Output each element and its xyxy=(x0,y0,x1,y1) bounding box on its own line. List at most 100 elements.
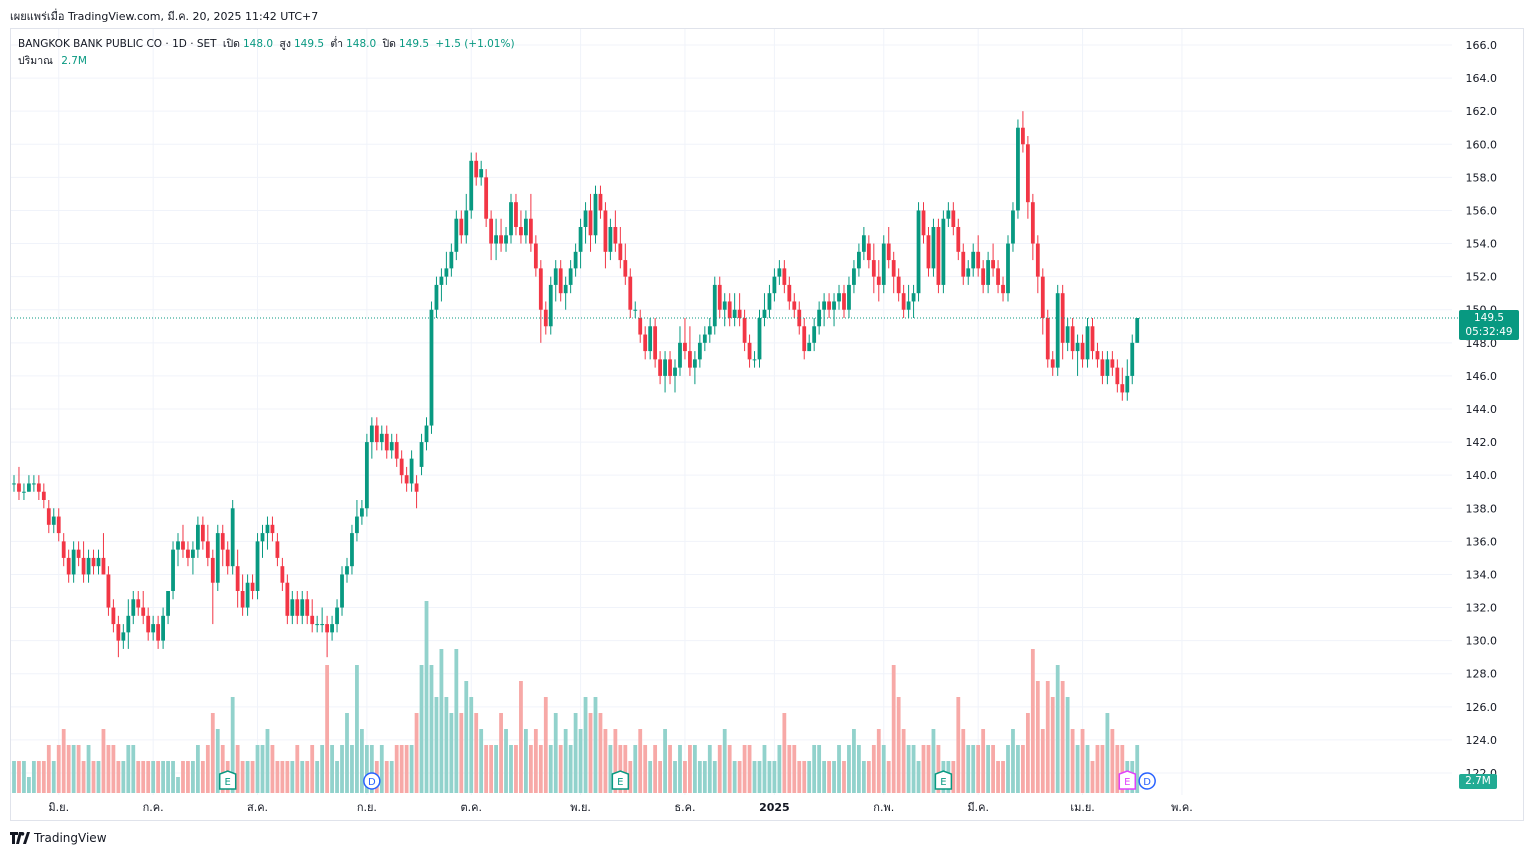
volume-bar xyxy=(812,745,817,793)
volume-bar xyxy=(1090,761,1095,793)
volume-bar xyxy=(847,745,851,793)
high-value: 149.5 xyxy=(293,38,325,50)
candles xyxy=(12,111,1140,658)
candle-body xyxy=(22,491,26,493)
candle-body xyxy=(434,284,439,310)
candle-body xyxy=(399,458,404,476)
candle-body xyxy=(1016,127,1020,211)
candle-body xyxy=(981,268,986,285)
volume-bar xyxy=(205,745,210,793)
volume-bar xyxy=(176,777,180,793)
volume-bar xyxy=(17,761,21,793)
volume-bar xyxy=(479,729,484,793)
volume-bar xyxy=(538,745,543,793)
earnings-marker-icon[interactable]: E xyxy=(1118,770,1137,790)
earnings-marker-icon[interactable]: E xyxy=(218,770,237,790)
candle-body xyxy=(613,227,618,244)
candle-body xyxy=(245,582,250,608)
volume-bar xyxy=(235,745,240,793)
candle-body xyxy=(96,557,101,567)
candle-body xyxy=(633,309,638,311)
volume-bar xyxy=(603,729,608,793)
candle-body xyxy=(663,359,667,376)
volume-bar xyxy=(787,745,792,793)
volume-bar xyxy=(12,761,16,793)
price-tick-label: 162.0 xyxy=(1466,105,1498,118)
volume-bar xyxy=(146,761,151,793)
volume-bar xyxy=(986,745,991,793)
tradingview-logo[interactable]: TradingView xyxy=(10,831,107,845)
dividend-marker-icon[interactable]: D xyxy=(363,772,381,790)
volume-bar xyxy=(22,761,26,793)
candle-body xyxy=(817,309,822,327)
volume-bar xyxy=(394,745,399,793)
time-tick-label: ก.พ. xyxy=(873,801,894,814)
volume-bar xyxy=(767,761,772,793)
candle-body xyxy=(51,516,56,525)
chart-frame[interactable] xyxy=(10,28,1524,821)
volume-bar xyxy=(111,745,116,793)
candle-body xyxy=(464,210,469,236)
candle-body xyxy=(966,268,971,277)
candle-body xyxy=(583,210,588,227)
volume-bar xyxy=(1001,761,1005,793)
candle-body xyxy=(210,557,215,583)
volume-bar xyxy=(966,745,971,793)
candle-body xyxy=(931,227,936,269)
candle-body xyxy=(757,318,762,360)
candle-body xyxy=(593,193,598,236)
volume-bar xyxy=(166,761,170,793)
candle-body xyxy=(812,326,817,343)
candle-body xyxy=(618,243,623,261)
close-value: 149.5 xyxy=(398,38,430,50)
candle-body xyxy=(439,276,444,285)
candle-body xyxy=(896,276,901,294)
volume-bar xyxy=(404,745,409,793)
volume-bar xyxy=(524,729,528,793)
candle-body xyxy=(852,268,856,285)
earnings-shape xyxy=(218,770,237,790)
candle-body xyxy=(320,624,325,626)
volume-bar xyxy=(399,745,404,793)
candle-body xyxy=(340,574,344,608)
close-label: ปิด xyxy=(382,38,396,50)
volume-bar xyxy=(837,745,841,793)
high-label: สูง xyxy=(279,38,291,50)
volume-bar xyxy=(802,761,807,793)
volume-bar xyxy=(285,761,290,793)
volume-bar xyxy=(827,761,831,793)
candle-body xyxy=(176,541,180,550)
candle-body xyxy=(866,243,871,261)
candle-body xyxy=(141,607,146,616)
candle-body xyxy=(81,557,86,575)
volume-bar xyxy=(320,745,325,793)
volume-bar xyxy=(1080,729,1085,793)
tradingview-logo-icon xyxy=(10,832,30,844)
volume-bar xyxy=(881,745,886,793)
dividend-marker-icon[interactable]: D xyxy=(1138,772,1156,790)
volume-bar xyxy=(911,745,916,793)
candle-body xyxy=(1135,318,1140,343)
candle-body xyxy=(702,334,707,343)
volume-bar xyxy=(1006,745,1010,793)
earnings-marker-icon[interactable]: E xyxy=(611,770,630,790)
bar-countdown: 05:32:49 xyxy=(1465,326,1513,338)
candle-body xyxy=(295,599,300,616)
volume-bar xyxy=(379,745,384,793)
earnings-marker-icon[interactable]: E xyxy=(934,770,953,790)
volume-bar xyxy=(389,761,394,793)
volume-bar xyxy=(1105,713,1110,793)
dividend-shape xyxy=(1138,772,1156,790)
candle-body xyxy=(1050,359,1055,368)
volume-bar xyxy=(509,745,513,793)
candle-body xyxy=(891,260,896,277)
candle-body xyxy=(802,326,807,352)
candle-body xyxy=(1011,210,1015,244)
price-tick-label: 140.0 xyxy=(1466,469,1498,482)
volume-bar xyxy=(866,761,871,793)
volume-bar xyxy=(842,761,846,793)
volume-bar xyxy=(991,745,995,793)
volume-bar xyxy=(742,745,747,793)
volume-bar xyxy=(926,745,931,793)
